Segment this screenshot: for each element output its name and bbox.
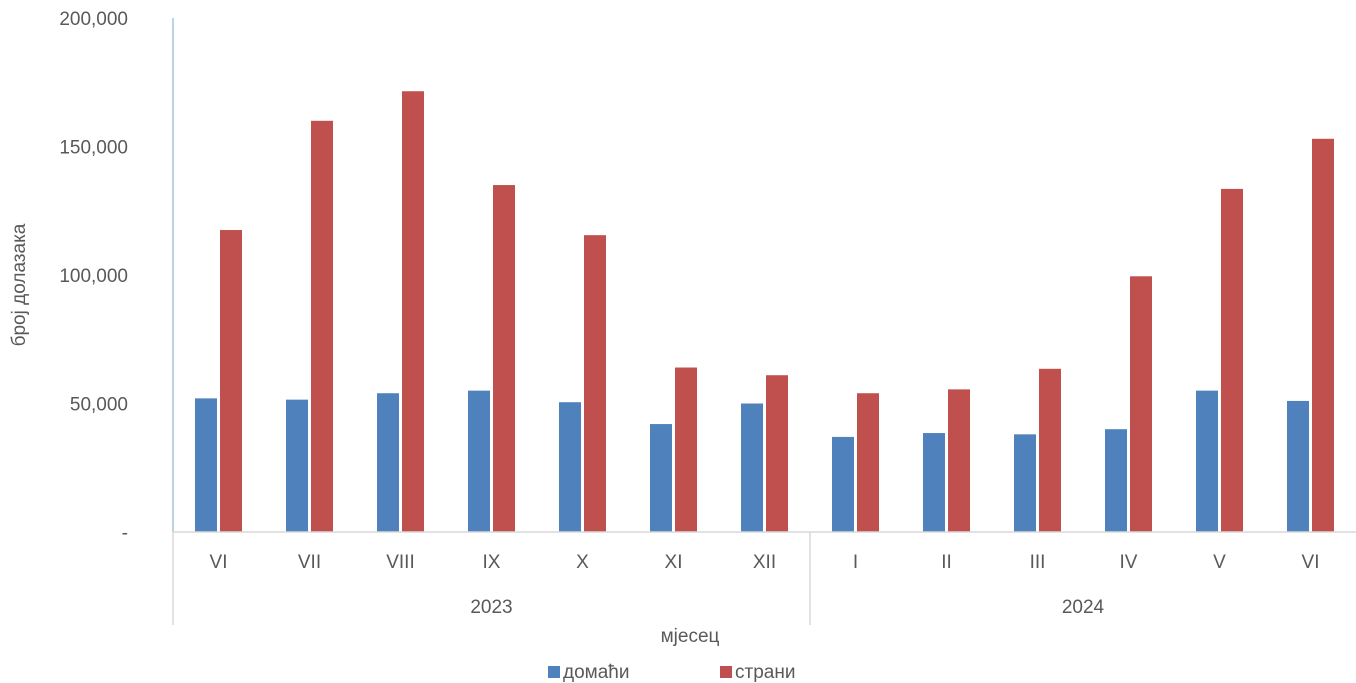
x-tick-label: II — [941, 552, 952, 573]
y-tick-label: 100,000 — [59, 266, 128, 287]
bar-strani — [857, 393, 879, 532]
bar-domaci — [195, 398, 217, 532]
bars — [195, 91, 1334, 533]
bar-strani — [675, 367, 697, 532]
y-tick-label: 50,000 — [70, 395, 128, 416]
bar-strani — [1039, 368, 1061, 532]
bar-domaci — [286, 399, 308, 532]
bar-domaci — [741, 403, 763, 532]
x-tick-label: XI — [665, 552, 683, 573]
bar-strani — [220, 230, 242, 532]
legend-swatch — [548, 666, 560, 678]
bar-domaci — [832, 436, 854, 532]
y-tick-label: 150,000 — [59, 138, 128, 159]
bar-domaci — [468, 390, 490, 532]
x-tick-label: I — [853, 552, 858, 573]
y-tick-label: - — [122, 523, 128, 544]
x-tick-label: IX — [483, 552, 501, 573]
x-axis-title: мјесец — [661, 626, 720, 647]
x-tick-label: III — [1030, 552, 1046, 573]
x-tick-label: IV — [1120, 552, 1138, 573]
legend-swatch — [720, 666, 732, 678]
bar-strani — [402, 91, 424, 533]
x-tick-label: VI — [210, 552, 228, 573]
bar-strani — [493, 185, 515, 533]
bar-strani — [584, 235, 606, 533]
bar-domaci — [1287, 400, 1309, 532]
bar-strani — [1221, 188, 1243, 532]
bar-domaci — [650, 424, 672, 532]
bar-domaci — [1014, 434, 1036, 532]
bar-strani — [948, 389, 970, 532]
bar-domaci — [377, 393, 399, 532]
bar-strani — [1130, 276, 1152, 532]
bar-domaci — [1105, 429, 1127, 532]
legend: домаћи страни — [548, 662, 795, 683]
x-group-label: 2023 — [470, 597, 512, 618]
x-tick-label: VI — [1302, 552, 1320, 573]
x-tick-label: V — [1213, 552, 1226, 573]
y-axis-title: број долазака — [9, 223, 30, 346]
y-tick-label: 200,000 — [59, 9, 128, 30]
x-tick-label: VIII — [386, 552, 415, 573]
x-tick-label: X — [576, 552, 589, 573]
bar-domaci — [1196, 390, 1218, 532]
bar-strani — [766, 375, 788, 532]
legend-label: страни — [735, 662, 795, 683]
bar-domaci — [923, 433, 945, 532]
legend-label: домаћи — [563, 662, 629, 683]
y-axis-ticks: - 50,000 100,000 150,000 200,000 — [59, 9, 128, 544]
x-group-label: 2024 — [1062, 597, 1105, 618]
bar-strani — [1312, 138, 1334, 533]
bar-domaci — [559, 402, 581, 532]
bar-strani — [311, 120, 333, 533]
x-tick-label: XII — [753, 552, 776, 573]
x-tick-label: VII — [298, 552, 321, 573]
